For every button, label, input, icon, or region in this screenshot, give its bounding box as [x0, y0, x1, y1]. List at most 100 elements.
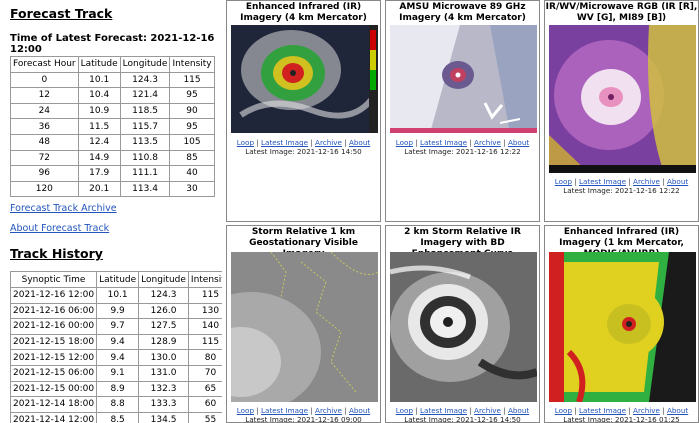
loop-link[interactable]: Loop — [236, 406, 255, 415]
panel-links: Loop | Latest Image | Archive | About — [386, 406, 539, 415]
col-header: Intensity — [187, 271, 222, 288]
forecast-track-archive-link[interactable]: Forecast Track Archive — [10, 203, 117, 214]
table-cell: 140 — [187, 318, 222, 335]
link-separator: | — [254, 138, 262, 147]
link-separator: | — [467, 406, 475, 415]
latest-image-link[interactable]: Latest Image — [420, 406, 468, 415]
bd-enhanced-ir-image[interactable] — [390, 252, 537, 402]
table-cell: 127.5 — [138, 318, 189, 335]
loop-link[interactable]: Loop — [395, 406, 414, 415]
track-history-title: Track History — [10, 246, 103, 261]
latest-image-link[interactable]: Latest Image — [579, 406, 627, 415]
modis-avhrr-panel: Enhanced Infrared (IR) Imagery (1 km Mer… — [544, 225, 699, 423]
table-cell: 2021-12-15 00:00 — [9, 380, 98, 398]
table-cell: 95 — [169, 87, 215, 104]
table-header-row: Forecast Hour Latitude Longitude Intensi… — [10, 56, 215, 73]
table-row: 96 17.9 111.1 40 — [10, 165, 215, 182]
visible-imagery-panel: Storm Relative 1 km Geostationary Visibl… — [226, 225, 381, 423]
latest-image-date: Latest Image: 2021-12-16 14:50 — [404, 415, 521, 423]
table-row: 48 12.4 113.5 105 — [10, 133, 215, 151]
about-forecast-track-link[interactable]: About Forecast Track — [10, 223, 110, 234]
table-cell: 12 — [10, 87, 79, 104]
table-row: 2021-12-15 00:00 8.9 132.3 65 — [9, 380, 222, 398]
table-cell: 115.7 — [119, 118, 171, 135]
table-row: 2021-12-16 06:00 9.9 126.0 130 — [9, 302, 222, 320]
table-row: 2021-12-14 18:00 8.8 133.3 60 — [9, 396, 222, 413]
enhanced-ir-satellite-image[interactable] — [231, 25, 378, 133]
col-header: Intensity — [169, 56, 215, 73]
about-link[interactable]: About — [348, 406, 371, 415]
loop-link[interactable]: Loop — [554, 177, 573, 186]
loop-link[interactable]: Loop — [395, 138, 414, 147]
col-header: Longitude — [119, 56, 171, 73]
table-cell: 90 — [169, 102, 215, 120]
table-cell: 2021-12-15 18:00 — [9, 333, 98, 351]
table-cell: 2021-12-16 00:00 — [9, 318, 98, 335]
latest-image-link[interactable]: Latest Image — [261, 138, 309, 147]
latest-image-date: Latest Image: 2021-12-16 01:25 — [563, 415, 680, 423]
link-separator: | — [341, 406, 349, 415]
about-link[interactable]: About — [666, 406, 689, 415]
panel-links: Loop | Latest Image | Archive | About — [545, 177, 698, 186]
forecast-track-table: Forecast Hour Latitude Longitude Intensi… — [10, 56, 215, 198]
archive-link[interactable]: Archive — [315, 406, 342, 415]
modis-avhrr-ir-image[interactable] — [549, 252, 696, 402]
latest-image-link[interactable]: Latest Image — [420, 138, 468, 147]
table-cell: 115 — [187, 287, 222, 304]
archive-link[interactable]: Archive — [474, 406, 501, 415]
table-cell: 14.9 — [77, 149, 121, 167]
table-cell: 128.9 — [138, 333, 189, 351]
table-cell: 131.0 — [138, 364, 189, 382]
table-row: 12 10.4 121.4 95 — [10, 87, 215, 104]
latest-image-link[interactable]: Latest Image — [261, 406, 309, 415]
table-row: 2021-12-16 00:00 9.7 127.5 140 — [9, 318, 222, 335]
table-cell: 9.4 — [96, 333, 140, 351]
link-separator: | — [308, 406, 316, 415]
link-separator: | — [626, 177, 634, 186]
panel-title: AMSU Microwave 89 GHz Imagery (4 km Merc… — [399, 2, 526, 23]
table-header-row: Synoptic Time Latitude Longitude Intensi… — [9, 271, 222, 288]
table-row: 2021-12-16 12:00 10.1 124.3 115 — [9, 287, 222, 304]
loop-link[interactable]: Loop — [554, 406, 573, 415]
latest-image-date: Latest Image: 2021-12-16 12:22 — [563, 186, 680, 195]
link-separator: | — [341, 138, 349, 147]
panel-title: Enhanced Infrared (IR) Imagery (4 km Mer… — [240, 2, 367, 23]
table-cell: 130 — [187, 302, 222, 320]
table-cell: 2021-12-16 12:00 — [9, 287, 98, 304]
about-link[interactable]: About — [507, 138, 530, 147]
archive-link[interactable]: Archive — [633, 177, 660, 186]
col-header: Forecast Hour — [10, 56, 79, 73]
table-cell: 121.4 — [119, 87, 171, 104]
table-row: 24 10.9 118.5 90 — [10, 102, 215, 120]
link-separator: | — [659, 177, 667, 186]
table-cell: 115 — [187, 333, 222, 351]
table-cell: 60 — [187, 396, 222, 413]
left-column: Forecast Track Time of Latest Forecast: … — [0, 0, 222, 423]
table-cell: 2021-12-15 12:00 — [9, 349, 98, 366]
table-cell: 9.7 — [96, 318, 140, 335]
about-link[interactable]: About — [348, 138, 371, 147]
about-link[interactable]: About — [507, 406, 530, 415]
table-row: 72 14.9 110.8 85 — [10, 149, 215, 167]
visible-satellite-image[interactable] — [231, 252, 378, 402]
table-cell: 8.8 — [96, 396, 140, 413]
rgb-composite-satellite-image[interactable] — [549, 25, 696, 173]
table-cell: 133.3 — [138, 396, 189, 413]
microwave-89ghz-satellite-image[interactable] — [390, 25, 537, 133]
link-separator: | — [413, 138, 421, 147]
archive-link[interactable]: Archive — [633, 406, 660, 415]
latest-image-link[interactable]: Latest Image — [579, 177, 627, 186]
archive-link[interactable]: Archive — [474, 138, 501, 147]
link-separator: | — [572, 406, 580, 415]
loop-link[interactable]: Loop — [236, 138, 255, 147]
forecast-track-title: Forecast Track — [10, 6, 113, 21]
table-cell: 134.5 — [138, 411, 189, 423]
about-link[interactable]: About — [666, 177, 689, 186]
archive-link[interactable]: Archive — [315, 138, 342, 147]
col-header: Latitude — [96, 271, 140, 288]
latest-forecast-time: Time of Latest Forecast: 2021-12-16 12:0… — [10, 33, 215, 55]
table-cell: 115 — [169, 71, 215, 89]
panel-links: Loop | Latest Image | Archive | About — [227, 138, 380, 147]
table-cell: 2021-12-14 18:00 — [9, 396, 98, 413]
table-cell: 40 — [169, 165, 215, 182]
